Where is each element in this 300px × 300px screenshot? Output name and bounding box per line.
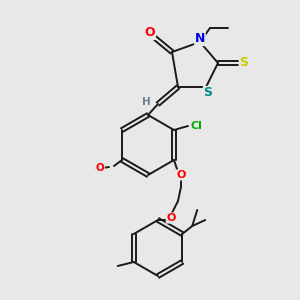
Text: S: S <box>239 56 248 70</box>
Text: O: O <box>145 26 155 40</box>
Text: O: O <box>176 170 186 180</box>
Text: H: H <box>142 97 150 107</box>
Text: O: O <box>96 163 104 173</box>
Text: Cl: Cl <box>190 121 202 131</box>
Text: N: N <box>195 32 205 46</box>
Text: S: S <box>203 86 212 100</box>
Text: O: O <box>166 213 176 223</box>
